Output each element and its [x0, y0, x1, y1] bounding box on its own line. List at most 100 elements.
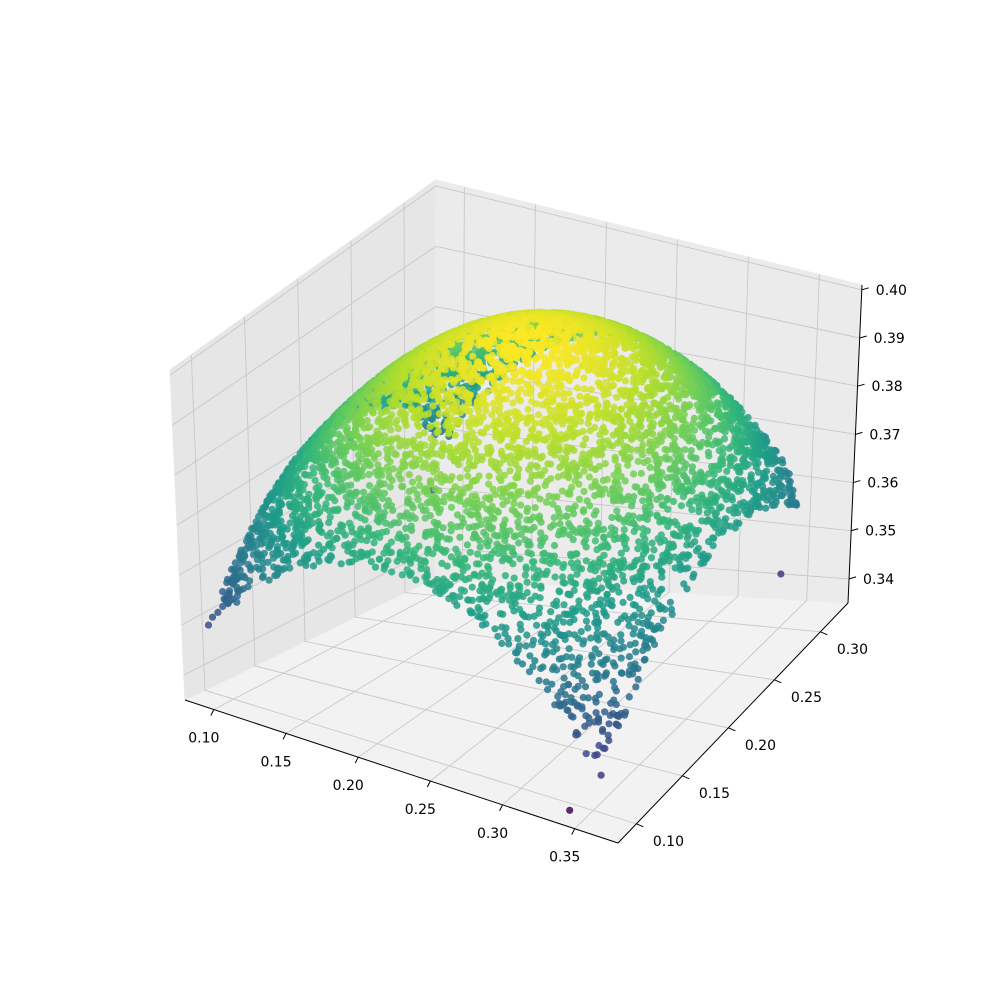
data-point [743, 510, 751, 518]
data-point [653, 495, 661, 504]
data-point [366, 482, 374, 490]
data-point [509, 399, 517, 407]
data-point [645, 447, 653, 455]
data-point [664, 522, 672, 531]
data-point [341, 531, 349, 539]
data-point [414, 495, 422, 504]
data-point [677, 502, 686, 510]
data-point [611, 456, 619, 464]
data-point [524, 360, 532, 368]
data-point [565, 377, 574, 385]
data-point [332, 459, 340, 467]
data-point [531, 355, 539, 364]
data-point [358, 472, 366, 480]
data-point [621, 477, 629, 485]
data-point [570, 446, 578, 455]
data-point [304, 555, 312, 563]
data-point [366, 462, 374, 470]
data-point [671, 414, 680, 422]
data-point [359, 488, 368, 496]
data-point [692, 530, 700, 538]
data-point [432, 420, 440, 428]
data-point [214, 608, 222, 617]
data-point [402, 442, 410, 450]
data-point [555, 361, 564, 369]
data-point [283, 525, 291, 533]
data-point [502, 395, 510, 403]
data-point [455, 461, 463, 469]
data-point [369, 409, 377, 417]
data-point [703, 509, 711, 517]
data-point [588, 483, 596, 491]
data-point [284, 558, 292, 566]
data-point [402, 421, 410, 429]
data-point [639, 497, 647, 505]
data-point [456, 474, 464, 482]
data-point [350, 492, 359, 500]
data-point [768, 501, 777, 509]
data-point [526, 390, 535, 398]
data-point [435, 410, 443, 418]
data-point [690, 392, 698, 400]
data-point [365, 508, 373, 516]
data-point [532, 436, 540, 444]
data-point [513, 354, 521, 362]
grid-line-z [169, 185, 862, 376]
data-point [685, 437, 693, 445]
data-point [420, 429, 428, 437]
data-point [696, 443, 704, 451]
data-point [429, 402, 437, 410]
data-point [349, 541, 357, 549]
data-point [524, 405, 532, 413]
data-point [647, 476, 656, 484]
data-point [445, 429, 453, 437]
data-point [637, 469, 645, 477]
data-point [579, 441, 587, 449]
data-point [630, 470, 638, 478]
data-point [277, 550, 285, 558]
data-point [634, 457, 642, 465]
data-point [613, 393, 621, 401]
data-point [424, 452, 432, 460]
data-point [666, 465, 674, 473]
data-point [387, 426, 395, 434]
data-point [496, 436, 504, 445]
data-point [455, 335, 463, 343]
data-point [621, 344, 629, 352]
data-point [596, 431, 604, 439]
data-point [448, 340, 456, 348]
data-point [435, 487, 443, 495]
data-point [449, 364, 457, 372]
grid-line-z [172, 245, 860, 426]
data-point [386, 483, 394, 491]
data-point [381, 407, 389, 416]
data-point [713, 410, 722, 419]
data-point [586, 427, 594, 435]
data-point [258, 573, 267, 582]
grid-line-z [174, 306, 858, 476]
data-point [537, 391, 545, 399]
data-point [523, 419, 531, 427]
data-point [334, 507, 342, 515]
data-point [674, 488, 682, 496]
data-point [396, 442, 404, 450]
data-point [424, 410, 432, 418]
data-point [291, 549, 300, 557]
data-point [600, 391, 608, 399]
data-point [705, 433, 713, 441]
data-point [587, 386, 595, 394]
data-point [365, 471, 373, 479]
data-point [488, 411, 496, 419]
data-point [585, 473, 594, 481]
data-point [514, 378, 523, 386]
data-point [286, 564, 294, 572]
data-point [530, 316, 538, 324]
data-point [244, 583, 252, 591]
data-point [733, 448, 741, 456]
data-point [314, 510, 322, 518]
data-point [343, 503, 351, 511]
data-point [628, 502, 636, 510]
data-point [477, 378, 485, 386]
data-point [705, 452, 713, 460]
